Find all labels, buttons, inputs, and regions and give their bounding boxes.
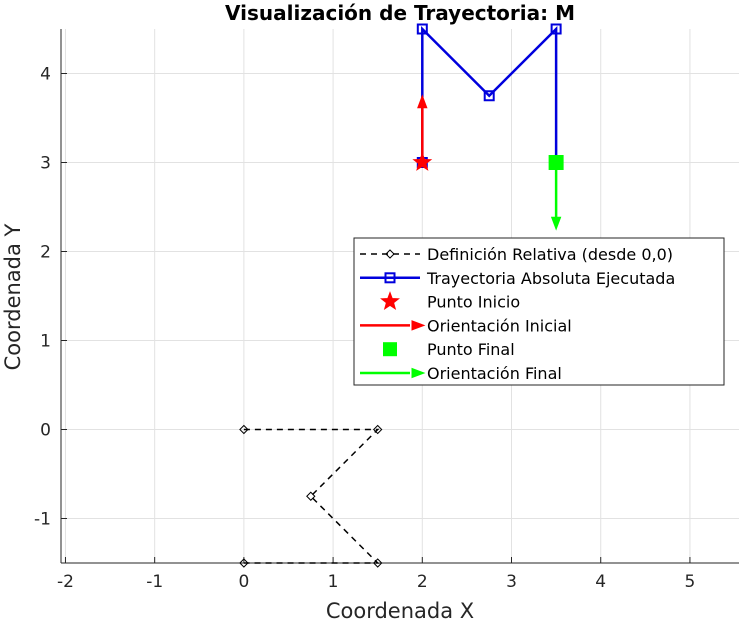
y-tick-label: 0	[40, 421, 51, 441]
series-line	[243, 428, 380, 564]
series-orientaci-n-final	[550, 162, 562, 231]
legend-label: Trayectoria Absoluta Ejecutada	[426, 269, 675, 288]
x-tick-label: -1	[146, 572, 163, 592]
arrow-head	[411, 320, 426, 331]
y-tick-label: 2	[40, 243, 51, 263]
legend: Definición Relativa (desde 0,0) Trayector…	[353, 237, 725, 386]
y-axis-label: Coordenada Y	[1, 223, 25, 370]
arrow-head	[411, 367, 426, 379]
legend-entry: Trayectoria Absoluta Ejecutada	[360, 269, 675, 288]
arrow-head	[417, 94, 428, 109]
legend-label: Punto Final	[427, 340, 515, 359]
chart-title: Visualización de Trayectoria: M	[225, 1, 575, 25]
x-tick-label: 3	[506, 572, 517, 592]
diamond-marker	[372, 558, 383, 568]
y-tick-label: 1	[40, 332, 51, 352]
arrow-head	[550, 216, 562, 231]
legend-label: Punto Inicio	[427, 293, 520, 312]
data-point-marker	[483, 90, 495, 102]
x-tick-label: 0	[238, 572, 249, 592]
legend-label: Orientación Final	[427, 364, 562, 383]
legend-label: Orientación Inicial	[427, 316, 572, 335]
legend-entry: Punto Final	[383, 340, 515, 359]
legend-box	[353, 237, 725, 386]
y-tick-label: 4	[40, 65, 51, 85]
diamond-marker	[239, 424, 249, 435]
series-layer	[239, 23, 564, 568]
legend-entry: Orientación Final	[360, 364, 562, 383]
diamond-marker	[372, 424, 383, 435]
x-tick-label: 4	[595, 572, 606, 592]
x-tick-label: 2	[417, 572, 428, 592]
data-point-marker	[416, 23, 428, 35]
star-marker	[380, 291, 400, 311]
x-tick-label: -2	[57, 572, 74, 592]
series-definici-n-relativa-desde-0-0-	[239, 424, 383, 568]
x-tick-label: 1	[328, 572, 339, 592]
diamond-marker	[385, 249, 395, 259]
legend-entry: Punto Inicio	[380, 291, 520, 312]
diamond-marker	[239, 558, 249, 568]
series-line	[421, 25, 558, 163]
data-point-marker	[550, 23, 562, 35]
y-tick-label: 3	[40, 154, 51, 174]
x-tick-label: 5	[685, 572, 696, 592]
diamond-marker	[306, 491, 316, 501]
series-orientaci-n-inicial	[417, 94, 428, 163]
axes: -2 -1 0 1 2 3 4 5 -1 0 1 2 3 4	[34, 29, 739, 592]
legend-label: Definición Relativa (desde 0,0)	[427, 245, 673, 264]
legend-entry: Orientación Inicial	[360, 316, 572, 335]
x-axis-label: Coordenada X	[326, 599, 474, 622]
legend-marker	[383, 342, 397, 357]
legend-entry: Definición Relativa (desde 0,0)	[360, 245, 673, 264]
legend-marker	[384, 272, 396, 284]
y-tick-label: -1	[34, 510, 51, 530]
